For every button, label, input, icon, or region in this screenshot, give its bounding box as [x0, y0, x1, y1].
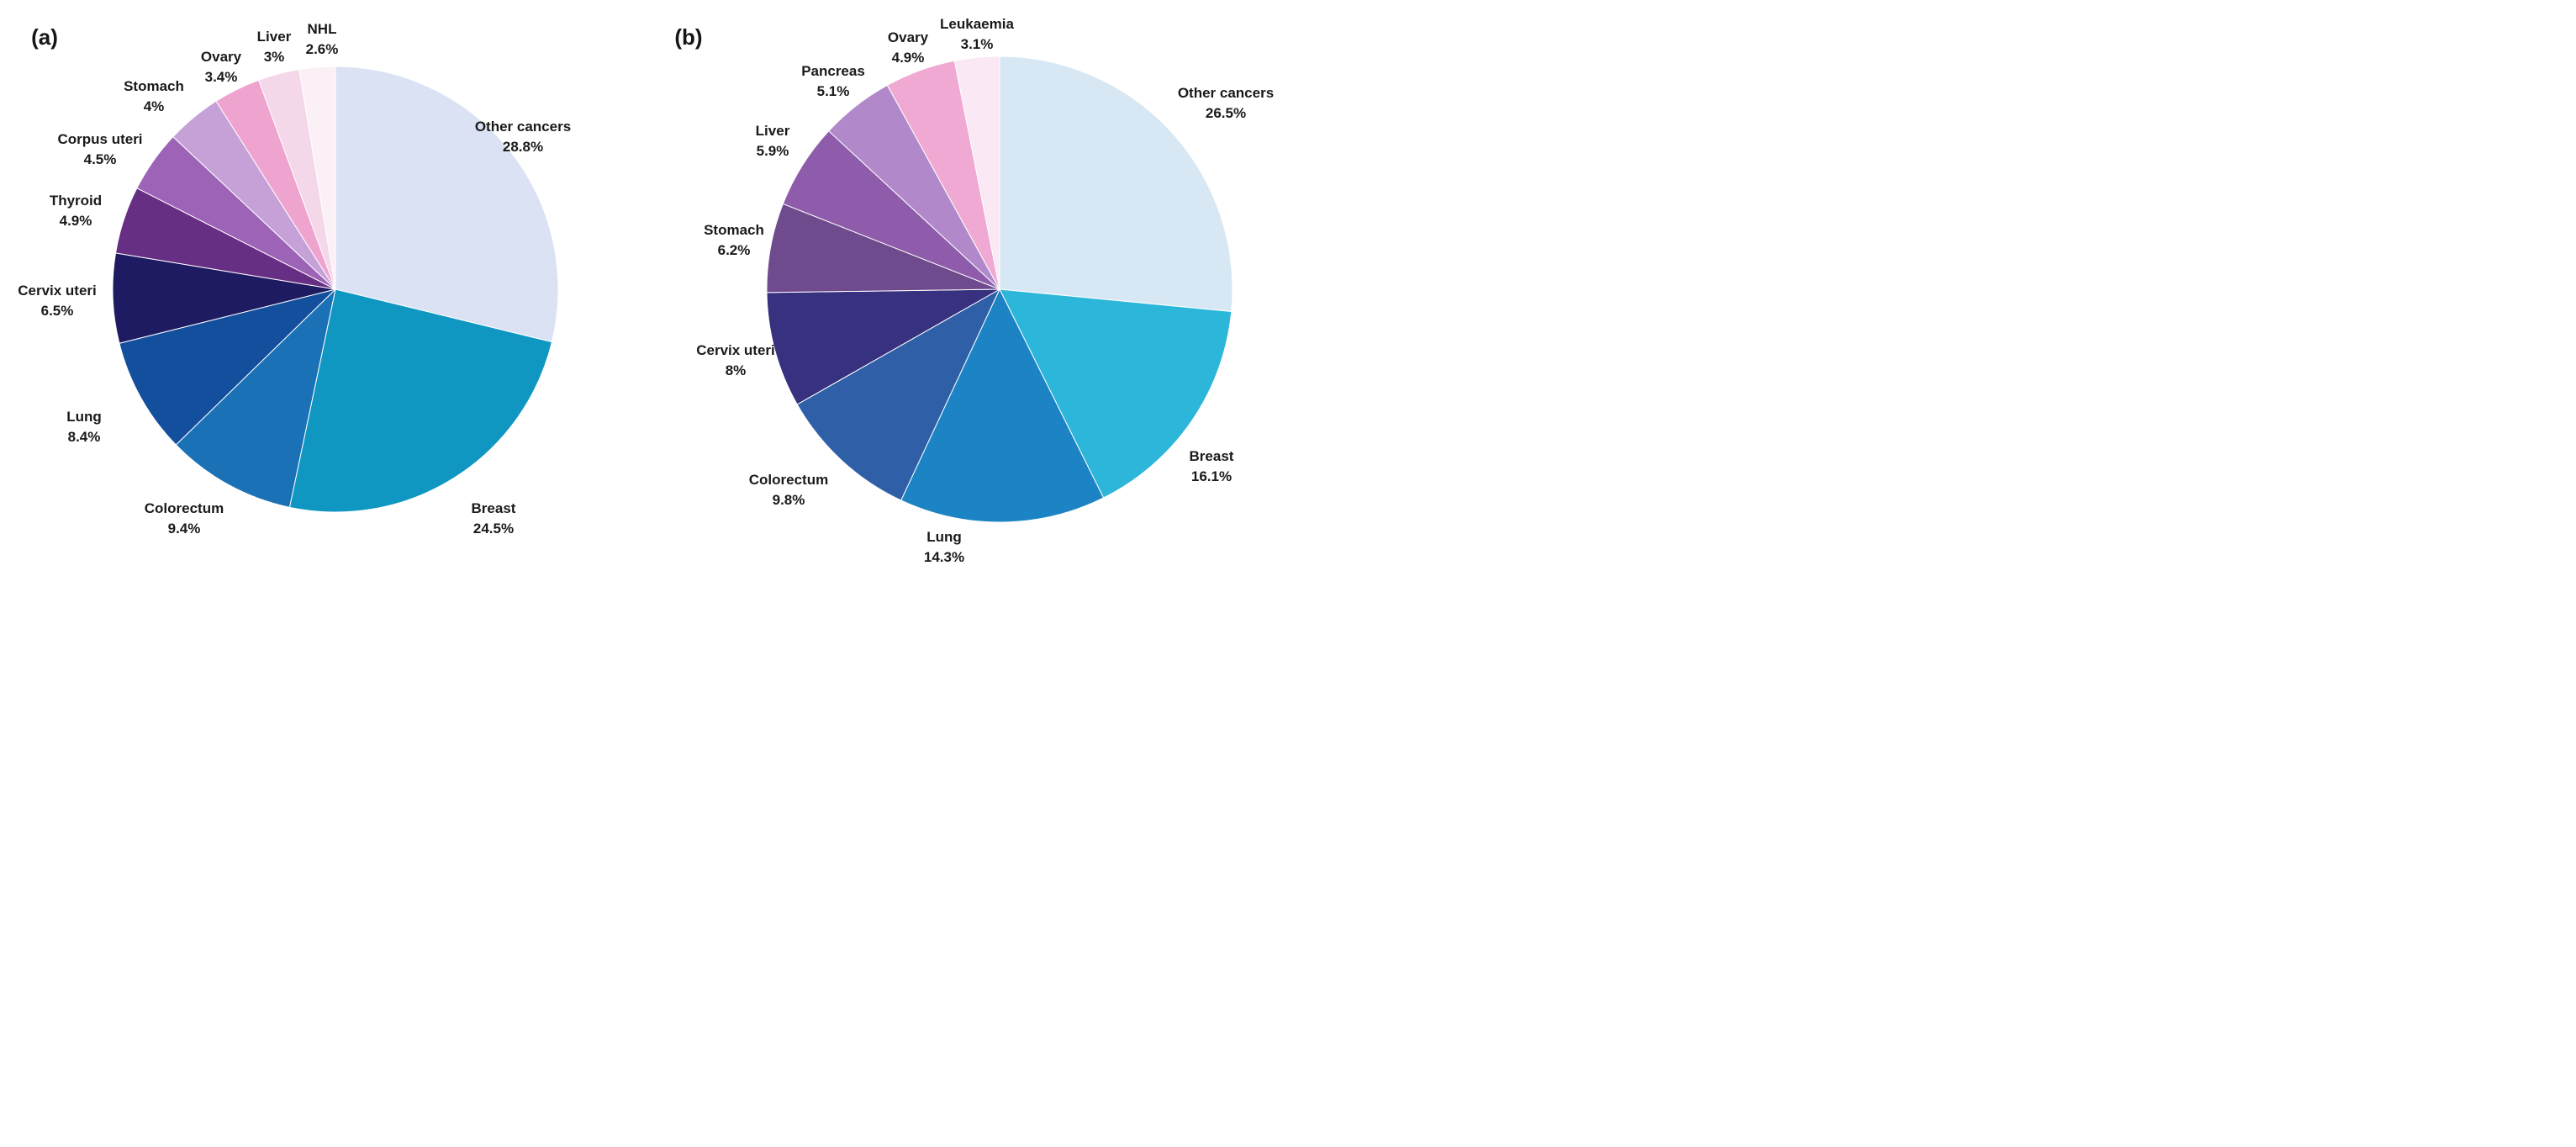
pie-chart-a: Other cancers 28.8% Breast 24.5% Colorectum 9…	[18, 21, 571, 536]
slice-label-liver: Liver 3%	[257, 29, 292, 65]
slice-label-ovary: Ovary 4.9%	[888, 29, 929, 66]
pie-slice-colorectum	[175, 288, 336, 508]
pie-chart-b: Other cancers 26.5% Breast 16.1% Lung 14.3% Co…	[696, 16, 1274, 565]
pie-slice-cervix-uteri	[766, 288, 1000, 405]
slice-label-colorectum: Colorectum 9.8%	[749, 472, 828, 508]
pie-slice-other-cancers	[999, 56, 1233, 313]
panel-b-tag: (b)	[674, 24, 702, 50]
slice-label-breast: Breast 16.1%	[1190, 448, 1234, 484]
slice-label-stomach: Stomach 6.2%	[704, 222, 764, 258]
pie-slice-breast	[999, 288, 1233, 499]
pie-charts-svg: (a) (b) Other cancers 28.8% Breast 24.5% Col…	[18, 16, 1274, 565]
slice-label-leukaemia: Leukaemia 3.1%	[940, 16, 1014, 52]
pie-slice-lung	[119, 288, 336, 446]
pie-slice-lung	[900, 288, 1105, 523]
slice-label-pancreas: Pancreas 5.1%	[801, 63, 865, 99]
panel-a-tag: (a)	[31, 24, 58, 50]
slice-label-lung: Lung 14.3%	[924, 529, 964, 565]
slice-label-stomach: Stomach 4%	[124, 78, 184, 114]
slice-label-cervix-uteri: Cervix uteri 6.5%	[18, 283, 97, 319]
slice-label-cervix-uteri: Cervix uteri 8%	[696, 342, 775, 378]
pie-slice-colorectum	[796, 288, 1000, 501]
slice-label-thyroid: Thyroid 4.9%	[50, 193, 102, 229]
slice-label-nhl: NHL 2.6%	[306, 21, 339, 57]
slice-label-other-cancers: Other cancers 28.8%	[475, 119, 571, 155]
slice-label-ovary: Ovary 3.4%	[201, 49, 242, 85]
pie-slice-nhl	[298, 66, 336, 290]
slice-label-colorectum: Colorectum 9.4%	[145, 500, 224, 536]
slice-label-liver: Liver 5.9%	[756, 123, 790, 159]
pie-slice-breast	[288, 288, 552, 513]
slice-label-other-cancers: Other cancers 26.5%	[1178, 85, 1274, 121]
slice-label-lung: Lung 8.4%	[66, 409, 102, 445]
slice-label-breast: Breast 24.5%	[472, 500, 516, 536]
slice-label-corpus-uteri: Corpus uteri 4.5%	[57, 131, 142, 167]
pie-slice-other-cancers	[335, 66, 559, 343]
pie-slice-leukaemia	[953, 56, 1000, 290]
two-pie-figure: (a) (b) Other cancers 28.8% Breast 24.5% Col…	[0, 0, 1288, 574]
